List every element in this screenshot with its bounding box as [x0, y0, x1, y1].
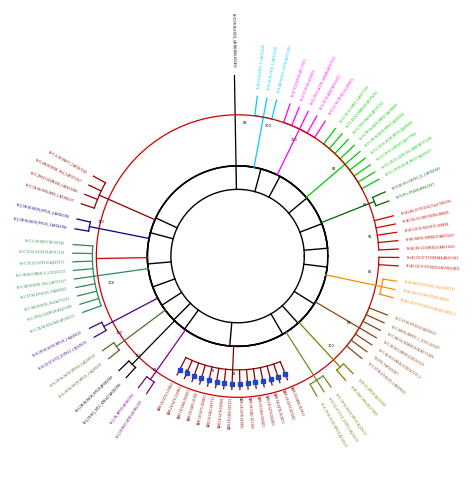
Text: Ref.C.ET.96.ETH2220_3.AJ006022: Ref.C.ET.96.ETH2220_3.AJ006022: [20, 287, 68, 300]
Text: Ref.C.TZ.02.02TZ153.AY311114: Ref.C.TZ.02.02TZ153.AY311114: [19, 250, 65, 255]
Text: Ref.D.CM.01.A1CM_4480A4.AY253311: Ref.D.CM.01.A1CM_4480A4.AY253311: [310, 54, 337, 105]
Text: Ref.K.CD.97.97CD_EQTB11.AJ249235: Ref.K.CD.97.97CD_EQTB11.AJ249235: [327, 397, 358, 444]
Text: SG1001_P.AY423387: SG1001_P.AY423387: [372, 355, 399, 376]
Text: Ref.K.CM.95.95CM_MP535_2.AJ249233: Ref.K.CM.95.95CM_MP535_2.AJ249233: [32, 330, 83, 358]
Text: Ref.C.BW.95.BW925_C_G323.U22047: Ref.C.BW.95.BW925_C_G323.U22047: [391, 324, 440, 350]
Text: NARI.18-5474.020851: NARI.18-5474.020851: [264, 394, 274, 426]
Text: 109: 109: [108, 281, 114, 285]
Text: NARI.18-5472.130862: NARI.18-5472.130862: [157, 381, 175, 412]
Text: Ref.C.SN.90.90SE_364_3.AY371157: Ref.C.SN.90.90SE_364_3.AY371157: [35, 158, 82, 184]
Text: Ref.A1.UG.92.92UG975.U08828: Ref.A1.UG.92.92UG975.U08828: [404, 222, 449, 233]
Text: 89: 89: [242, 121, 247, 125]
Text: Ref.F2.CM.97.CM53657.AF377956: Ref.F2.CM.97.CM53657.AF377956: [375, 131, 418, 162]
Text: Ref.B.US.86.1958_1.1.AY331295: Ref.B.US.86.1958_1.1.AY331295: [256, 42, 266, 89]
Text: 8: 8: [212, 369, 214, 373]
Text: Ref.G.PT.x.PT2695.AY612637: Ref.G.PT.x.PT2695.AY612637: [395, 182, 436, 200]
Text: Ref.A2.CD.97.97CDKS10.AF286238D1_2: Ref.A2.CD.97.97CDKS10.AF286238D1_2: [400, 298, 457, 317]
Text: Ref.D.CO.83.ELI.K03454: Ref.D.CO.83.ELI.K03454: [301, 68, 317, 101]
Text: NARI.18-5482.011100: NARI.18-5482.011100: [246, 397, 253, 429]
Text: Ref.J.CD.87.J_97DC_KTB147.AF082394: Ref.J.CD.87.J_97DC_KTB147.AF082394: [82, 382, 122, 425]
Text: NARI.18-5466.010601: NARI.18-5466.010601: [176, 388, 191, 419]
Text: NARI.18-0476.010871: NARI.18-0476.010871: [272, 392, 284, 424]
Text: Ref.F2.CM.95.95CM_MP257.AJ249237: Ref.F2.CM.95.95CM_MP257.AJ249237: [385, 149, 433, 177]
Text: Ref.C.SN.90.90SE_364_2.AY371157: Ref.C.SN.90.90SE_364_2.AY371157: [16, 278, 67, 289]
Text: Ref.C.ZM.02.02ZM108.AY423388: Ref.C.ZM.02.02ZM108.AY423388: [27, 305, 73, 322]
Text: Ref.F2.CM.95.95CM_MP255.AJ249256: Ref.F2.CM.95.95CM_MP255.AJ249256: [370, 120, 415, 155]
Text: Ref.J.CM.96.96CM_MP535_3.AF082394: Ref.J.CM.96.96CM_MP535_3.AF082394: [13, 216, 68, 230]
Text: NARI.18-5460.010721: NARI.18-5460.010721: [228, 397, 233, 429]
Text: Ref.F1.PR.96.96FR_MPH11.AJ249268: Ref.F1.PR.96.96FR_MPH11.AJ249268: [359, 103, 399, 141]
Text: Ref.C.ZA.04.04ZASK162B.AY772699: Ref.C.ZA.04.04ZASK162B.AY772699: [386, 332, 435, 360]
Text: Ref.C.ET.96.ETH2220_2.AJ006022: Ref.C.ET.96.ETH2220_2.AJ006022: [366, 362, 406, 396]
Text: 100: 100: [116, 331, 122, 335]
Text: Ref.C.SN.90.90SE_364.AY371157: Ref.C.SN.90.90SE_364.AY371157: [24, 296, 71, 311]
Text: Ref.K.CM.96.96CM_MP244_6.AJ249234: Ref.K.CM.96.96CM_MP244_6.AJ249234: [50, 354, 97, 388]
Text: 100: 100: [97, 220, 104, 224]
Text: Ref.K.CD.97.97CD_EQTB11_2.AJ249235: Ref.K.CD.97.97CD_EQTB11_2.AJ249235: [37, 339, 88, 370]
Text: Ref.A1.CD.97.97CDKTB48.AB253391: Ref.A1.CD.97.97CDKTB48.AB253391: [406, 255, 459, 260]
Text: 95: 95: [367, 236, 372, 240]
Text: Ref.K.CM.95.95CM_MP535.AJ249233: Ref.K.CM.95.95CM_MP535.AJ249233: [319, 402, 348, 449]
Text: Ref.D.TZ.01.A280.AY253311: Ref.D.TZ.01.A280.AY253311: [319, 73, 342, 110]
Text: 84: 84: [332, 167, 336, 171]
Text: Ref.C.ET.96.ETH2220.AJ006022: Ref.C.ET.96.ETH2220.AJ006022: [394, 316, 437, 336]
Text: Ref.F1.FI93.FIN9363.AF075703: Ref.F1.FI93.FIN9363.AF075703: [352, 100, 385, 135]
Text: NARI.18-5472.130861: NARI.18-5472.130861: [167, 385, 183, 416]
Text: O.CM.C8_MP535.AJ302584: O.CM.C8_MP535.AJ302584: [357, 378, 386, 408]
Text: Ref.A1.RU.03.03RU000M.U88828: Ref.A1.RU.03.03RU000M.U88828: [402, 211, 450, 224]
Text: O.CM.1964.1964.AY173959: O.CM.1964.1964.AY173959: [349, 385, 378, 417]
Text: Ref.A1.AU.03.PS1044_Day0.D80037: Ref.A1.AU.03.PS1044_Day0.D80037: [404, 281, 456, 292]
Text: Ref.J.CR.M97CDKTB148.M62320: Ref.J.CR.M97CDKTB148.M62320: [116, 399, 144, 439]
Text: NARI.18-5478.010891: NARI.18-5478.010891: [238, 397, 243, 429]
Text: 85: 85: [368, 270, 372, 274]
Text: Ref.G.KE.93.HH8793_12_1.AF061641: Ref.G.KE.93.HH8793_12_1.AF061641: [392, 165, 442, 191]
Text: 58: 58: [346, 321, 351, 325]
Text: NARI.18-0473.010041: NARI.18-0473.010041: [281, 389, 294, 421]
Text: 32: 32: [231, 372, 236, 376]
Text: Ref.F1.PR.96.96FR_MP411.AJ249256: Ref.F1.PR.96.96FR_MP411.AJ249256: [365, 111, 407, 148]
Text: Ref.C.IL.99.99ET7_2.AF197340: Ref.C.IL.99.99ET7_2.AF197340: [47, 150, 88, 174]
Text: 82: 82: [152, 369, 157, 372]
Text: 100: 100: [134, 354, 141, 358]
Text: Ref.D.FR.0D.H0O2_LAI.BB.BRU.K03455: Ref.D.FR.0D.H0O2_LAI.BB.BRU.K03455: [231, 13, 237, 68]
Text: 100: 100: [328, 344, 334, 348]
Text: Ref.A1.RU.03.03RU000M.U88825: Ref.A1.RU.03.03RU000M.U88825: [402, 289, 450, 303]
Text: 100: 100: [291, 138, 298, 142]
Text: Ref.C.YE.02.02YE516.AJ420371: Ref.C.YE.02.02YE516.AJ420371: [20, 260, 65, 266]
Text: Ref.A2.CD.97.97CDKS10.AF286238D1: Ref.A2.CD.97.97CDKS10.AF286238D1: [406, 264, 461, 272]
Text: Ref.C.IN.99.01IN565.8.DQ167215: Ref.C.IN.99.01IN565.8.DQ167215: [382, 340, 425, 368]
Text: 100: 100: [264, 124, 271, 128]
Text: Ref.C.CN.98.YNRL9840_2.AF286237: Ref.C.CN.98.YNRL9840_2.AF286237: [24, 183, 74, 203]
Text: Ref.J.CM.96.96CM_MP535.AF082394: Ref.J.CM.96.96CM_MP535.AF082394: [75, 374, 115, 413]
Text: Ref.A1.KE.00.KSM4024.AB253420: Ref.A1.KE.00.KSM4024.AB253420: [406, 245, 455, 251]
Text: Ref.C.IL.99.99ET7.AF197340: Ref.C.IL.99.99ET7.AF197340: [25, 239, 65, 246]
Text: NARI.18-0481.31760: NARI.18-0481.31760: [187, 391, 200, 421]
Text: NARI.18-5461.010711: NARI.18-5461.010711: [207, 395, 216, 427]
Text: Ref.J.CM.96.96CM_MP535_4.AF082394: Ref.J.CM.96.96CM_MP535_4.AF082394: [16, 203, 70, 219]
Text: Ref.J.CM_MP535.AF082394: Ref.J.CM_MP535.AF082394: [109, 393, 135, 425]
Text: Ref.F1.BR.93.93BR020.AF079203: Ref.F1.BR.93.93BR020.AF079203: [346, 90, 380, 129]
Text: Ref.K.CM.96.96CM_MP535.AJ249235: Ref.K.CM.96.96CM_MP535.AJ249235: [334, 392, 367, 437]
Text: NARI.18-0480.010911: NARI.18-0480.010911: [289, 386, 304, 417]
Text: NARI.18-5471.020821: NARI.18-5471.020821: [197, 393, 208, 425]
Text: Ref.B.TY.00.BKT35.AY173051: Ref.B.TY.00.BKT35.AY173051: [291, 57, 308, 97]
Text: Ref.B.US.86.1958_11.AY331295: Ref.B.US.86.1958_11.AY331295: [266, 45, 279, 90]
Text: Ref.A1.RW.92.92RW020.AB253421: Ref.A1.RW.92.92RW020.AB253421: [405, 233, 456, 242]
Text: Ref.C.CN.98.YNRL9840.AF286237: Ref.C.CN.98.YNRL9840.AF286237: [29, 313, 76, 333]
Text: Ref.B.AN.90.671_00T38.AY423387: Ref.B.AN.90.671_00T38.AY423387: [276, 43, 292, 93]
Text: Ref.C.ZM.02.02ZM108_2.AY423388: Ref.C.ZM.02.02ZM108_2.AY423388: [30, 170, 78, 193]
Text: Ref.F2.CM.02.02CM_001_BBBY.AY371158: Ref.F2.CM.02.02CM_001_BBBY.AY371158: [381, 135, 433, 169]
Text: Ref.K.CM.96.96CM_MP535_2.AJ249235: Ref.K.CM.96.96CM_MP535_2.AJ249235: [58, 362, 104, 399]
Text: 92: 92: [184, 369, 189, 373]
Text: Ref.C.IN.99.01IN565.8.DQ167215_2: Ref.C.IN.99.01IN565.8.DQ167215_2: [377, 348, 422, 379]
Text: NARI.18-5479.010901: NARI.18-5479.010901: [218, 396, 225, 428]
Text: Ref.A1.AU.03.PS1044_Day0.D80028: Ref.A1.AU.03.PS1044_Day0.D80028: [401, 199, 452, 216]
Text: NARI.18-5464.010401: NARI.18-5464.010401: [255, 396, 264, 428]
Text: Ref.D.UG.94.94UG114.U88824: Ref.D.UG.94.94UG114.U88824: [328, 77, 355, 116]
Text: Ref.C.IN.99.01IN565.8_2.DQ167215: Ref.C.IN.99.01IN565.8_2.DQ167215: [15, 269, 66, 278]
Text: 60: 60: [363, 203, 367, 206]
Text: Ref.F1.BE.93.VI850_1.AF077336: Ref.F1.BE.93.VI850_1.AF077336: [339, 84, 370, 124]
